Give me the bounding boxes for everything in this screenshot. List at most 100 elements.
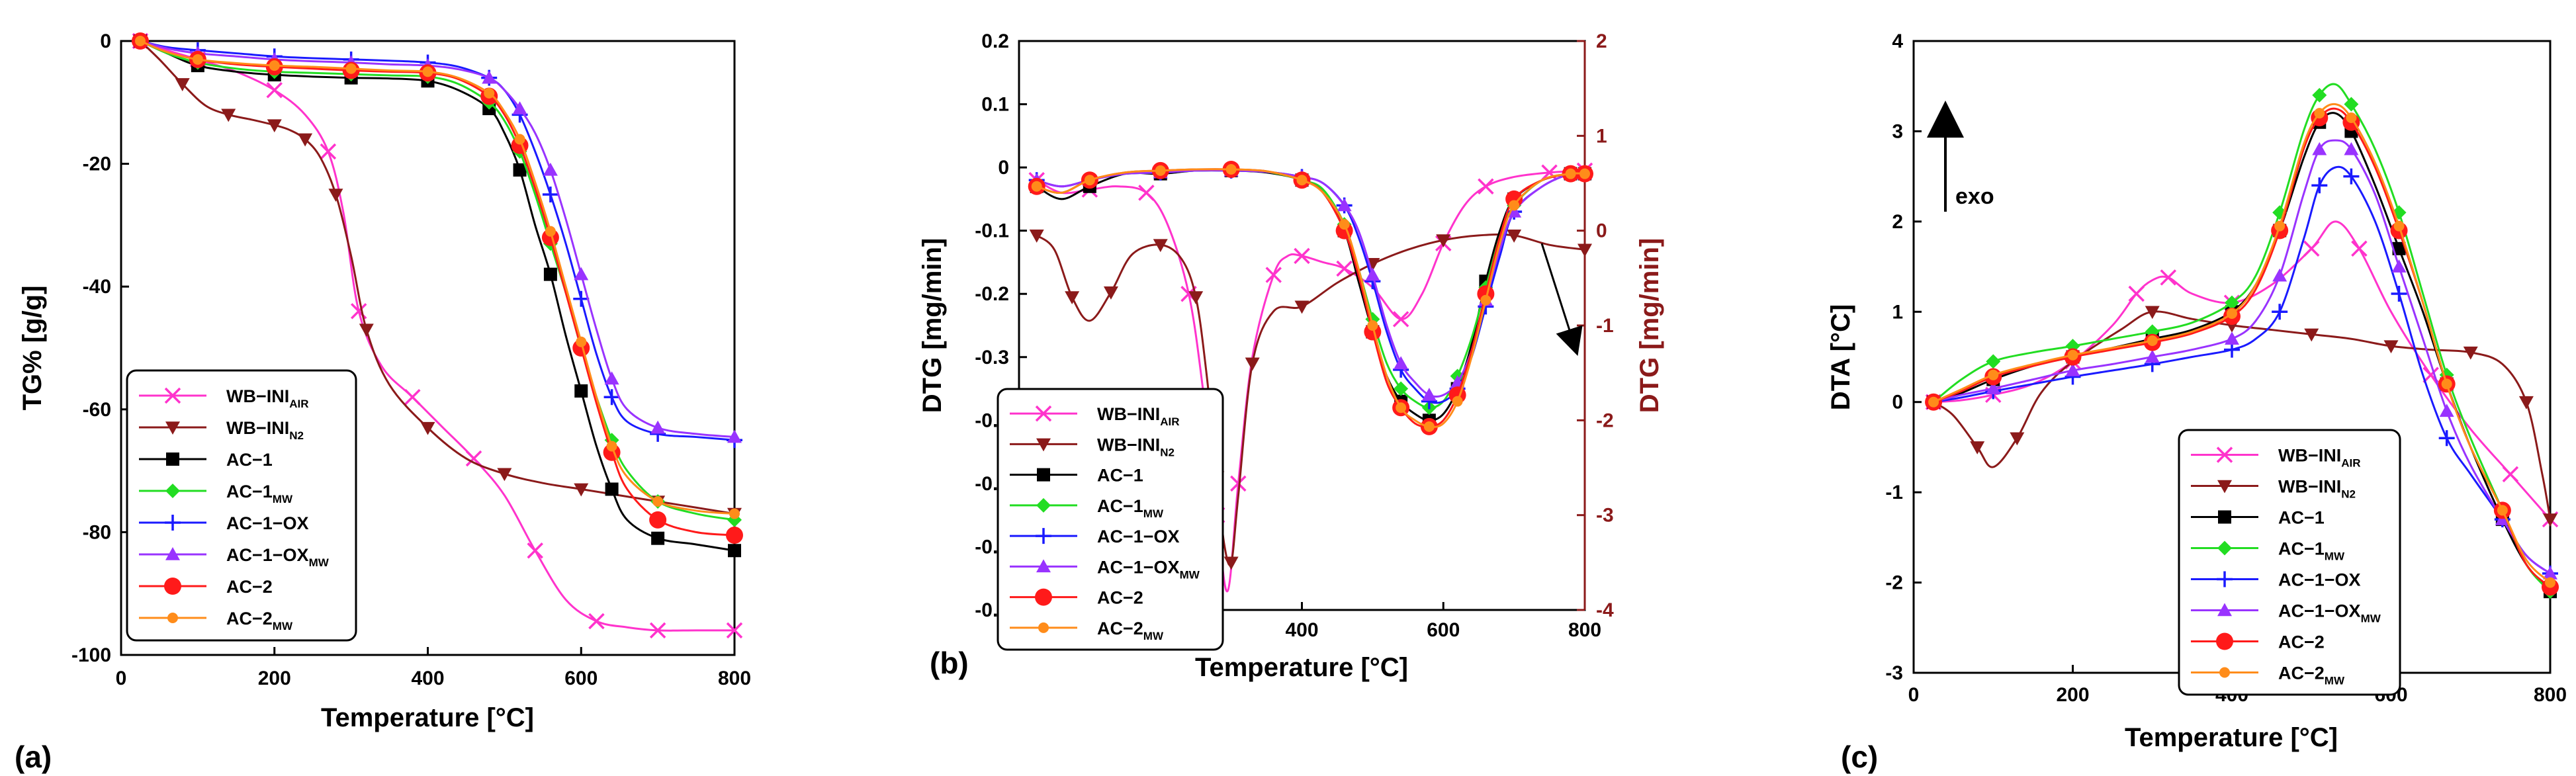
legend-entry-ac1oxmw: AC−1−OXMW (2278, 601, 2381, 625)
data-point-ac2 (649, 511, 667, 529)
x-tick-label: 800 (718, 668, 751, 689)
data-point-ac2mw (345, 63, 357, 74)
legend-entry-ac2mw: AC−2MW (226, 609, 293, 632)
data-point-ac1oxmw (2225, 331, 2239, 345)
data-point-ac1oxmw (574, 267, 589, 280)
legend-marker-ac1 (1037, 468, 1050, 482)
legend-marker-ac1ox (2217, 571, 2233, 587)
legend-entry-ac1mw: AC−1MW (1097, 496, 1164, 520)
data-point-wb_air (266, 82, 283, 99)
data-point-ac1 (651, 531, 665, 545)
y-tick-label: 0 (998, 157, 1009, 179)
data-point-ac1mw (1394, 381, 1409, 396)
data-point-wb_n2 (1029, 230, 1044, 243)
data-point-ac1oxmw (2344, 142, 2359, 155)
data-point-ac2mw (134, 36, 146, 46)
data-point-ac2 (726, 527, 743, 544)
legend-marker-ac1oxmw (2217, 603, 2232, 617)
legend-entry-ac2mw: AC−2MW (2278, 664, 2345, 687)
data-point-wb_air (726, 622, 743, 639)
data-point-ac1oxmw (512, 101, 527, 114)
series-line-ac1oxmw (1036, 169, 1585, 398)
legend-marker-wb_air (2216, 447, 2233, 463)
panel-c-ylabel: DTA [°C] (1826, 304, 1855, 410)
data-point-wb_air (527, 542, 543, 559)
x-tick-label: 0 (1908, 684, 1920, 706)
data-point-ac1oxmw (2272, 268, 2287, 282)
data-point-ac1oxmw (2439, 404, 2454, 417)
data-point-ac2mw (269, 60, 280, 71)
data-point-ac1mw (1986, 354, 2001, 369)
data-point-ac1oxmw (2312, 142, 2327, 155)
legend-entry-wb_air: WB−INIAIR (226, 386, 309, 410)
data-point-wb_n2 (2010, 432, 2025, 446)
data-point-ac2mw (1155, 165, 1166, 176)
data-point-ac2mw (2346, 112, 2357, 123)
data-point-ac1ox (2311, 177, 2328, 194)
panel-a-ticks: 0 200 400 600 800 -100 -80 -60 -40 -20 0 (71, 30, 751, 689)
data-point-ac2mw (192, 54, 203, 65)
data-point-wb_n2 (2145, 306, 2160, 320)
panel-c-legend: WB−INIAIR WB−ININ2 AC−1 AC−1MW AC−1−OX AC−1−O… (2178, 429, 2401, 696)
legend-entry-ac2mw: AC−2MW (1097, 619, 1164, 642)
data-point-wb_air (1294, 247, 1310, 265)
y-tick-label: -0.1 (975, 220, 1009, 242)
y2-tick-label: -3 (1596, 505, 1614, 527)
y2-tick-label: 0 (1596, 220, 1607, 242)
y-tick-label: 0 (100, 30, 111, 52)
legend-marker-ac2mw (1038, 622, 1049, 633)
data-point-ac1oxmw (1365, 267, 1380, 281)
data-point-ac1oxmw (1507, 204, 1522, 218)
data-point-ac2mw (1480, 294, 1491, 306)
legend-marker-ac1mw (1036, 497, 1051, 513)
data-point-ac1 (513, 163, 527, 177)
data-point-ac1ox (2272, 304, 2288, 320)
x-tick-label: 400 (1285, 619, 1318, 641)
data-point-wb_air (2351, 240, 2368, 257)
data-point-ac2mw (576, 336, 587, 347)
data-point-ac1oxmw (543, 162, 558, 176)
panel-b-axis-arrow (1540, 243, 1583, 357)
legend-marker-ac2 (164, 578, 181, 595)
data-point-ac2mw (2227, 308, 2237, 320)
legend-marker-ac1ox (1036, 528, 1051, 544)
legend-marker-wb_n2 (1036, 438, 1051, 452)
data-point-ac2mw (2545, 577, 2555, 588)
legend-marker-wb_air (1035, 405, 1052, 422)
y2-tick-label: 2 (1596, 30, 1607, 52)
data-point-ac2mw (1509, 200, 1520, 211)
legend-entry-wb_air: WB−INIAIR (1097, 404, 1180, 428)
data-point-ac2mw (1423, 421, 1435, 432)
y-tick-label: -1 (1885, 482, 1903, 503)
legend-marker-wb_air (164, 387, 181, 404)
data-point-ac2mw (729, 508, 740, 519)
panel-b-series (1028, 160, 1593, 593)
data-point-ac2mw (1928, 396, 1939, 408)
y-tick-label: 0.2 (981, 30, 1009, 52)
panel-c-exo-annotation: exo (1955, 184, 1994, 209)
panel-b-legend: WB−INIAIR WB−ININ2 AC−1 AC−1MW AC−1−OX AC−1−O… (997, 388, 1224, 651)
data-point-wb_air (1392, 311, 1409, 327)
data-point-ac2mw (652, 496, 664, 507)
legend-marker-wb_n2 (2217, 480, 2232, 494)
data-point-ac2mw (545, 226, 556, 237)
data-point-ac1ox (573, 290, 590, 307)
data-point-ac1oxmw (2145, 349, 2160, 363)
data-point-ac2mw (1225, 163, 1237, 175)
legend-marker-wb_n2 (165, 421, 180, 435)
data-point-ac2mw (1367, 320, 1378, 331)
data-point-ac1ox (603, 389, 620, 406)
legend-marker-ac1 (2218, 510, 2231, 524)
data-point-ac1 (728, 544, 741, 558)
data-point-wb_air (649, 622, 666, 639)
data-point-ac1oxmw (2065, 363, 2080, 376)
legend-entry-ac1oxmw: AC−1−OXMW (1097, 557, 1200, 581)
data-point-wb_n2 (2383, 340, 2399, 354)
legend-marker-ac2mw (167, 613, 178, 623)
x-tick-label: 600 (564, 668, 598, 689)
data-point-wb_n2 (574, 483, 589, 497)
data-point-wb_n2 (267, 119, 282, 133)
data-point-wb_air (465, 450, 482, 467)
data-point-wb_n2 (298, 133, 313, 147)
